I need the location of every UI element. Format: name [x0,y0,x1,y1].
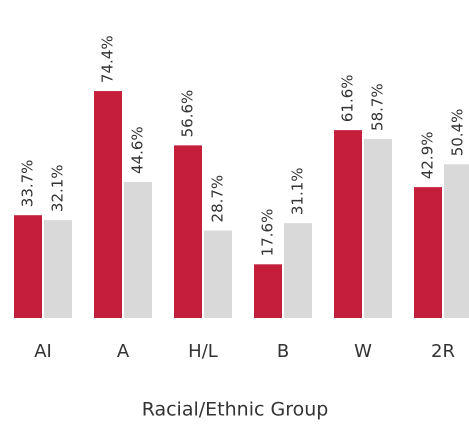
x-tick-label: B [277,341,289,362]
x-tick-label: AI [34,341,52,362]
value-label: 33.7% [19,160,37,208]
x-tick-label: H/L [188,341,218,362]
x-tick-label: W [354,341,372,362]
bar [204,230,232,318]
x-axis-label: Racial/Ethnic Group [142,399,329,421]
bar [44,220,72,318]
x-tick-label: A [117,341,130,362]
value-label: 58.7% [369,83,387,131]
value-label: 56.6% [179,90,197,138]
bar [254,264,282,318]
x-tick-label: 2R [431,341,455,362]
value-label: 42.9% [419,131,437,179]
value-label: 17.6% [259,209,277,257]
value-label: 61.6% [339,74,357,122]
bar [444,164,469,318]
value-label: 32.1% [49,164,67,212]
bar [14,215,42,318]
bar [334,130,362,318]
bar [414,187,442,318]
bar [94,91,122,318]
value-label: 44.6% [129,126,147,174]
value-label: 74.4% [99,35,117,83]
value-label: 31.1% [289,167,307,215]
bar [174,145,202,318]
bar [364,138,392,318]
value-label: 50.4% [449,109,467,157]
value-label: 28.7% [209,175,227,223]
bar [284,223,312,318]
bar [124,181,152,318]
